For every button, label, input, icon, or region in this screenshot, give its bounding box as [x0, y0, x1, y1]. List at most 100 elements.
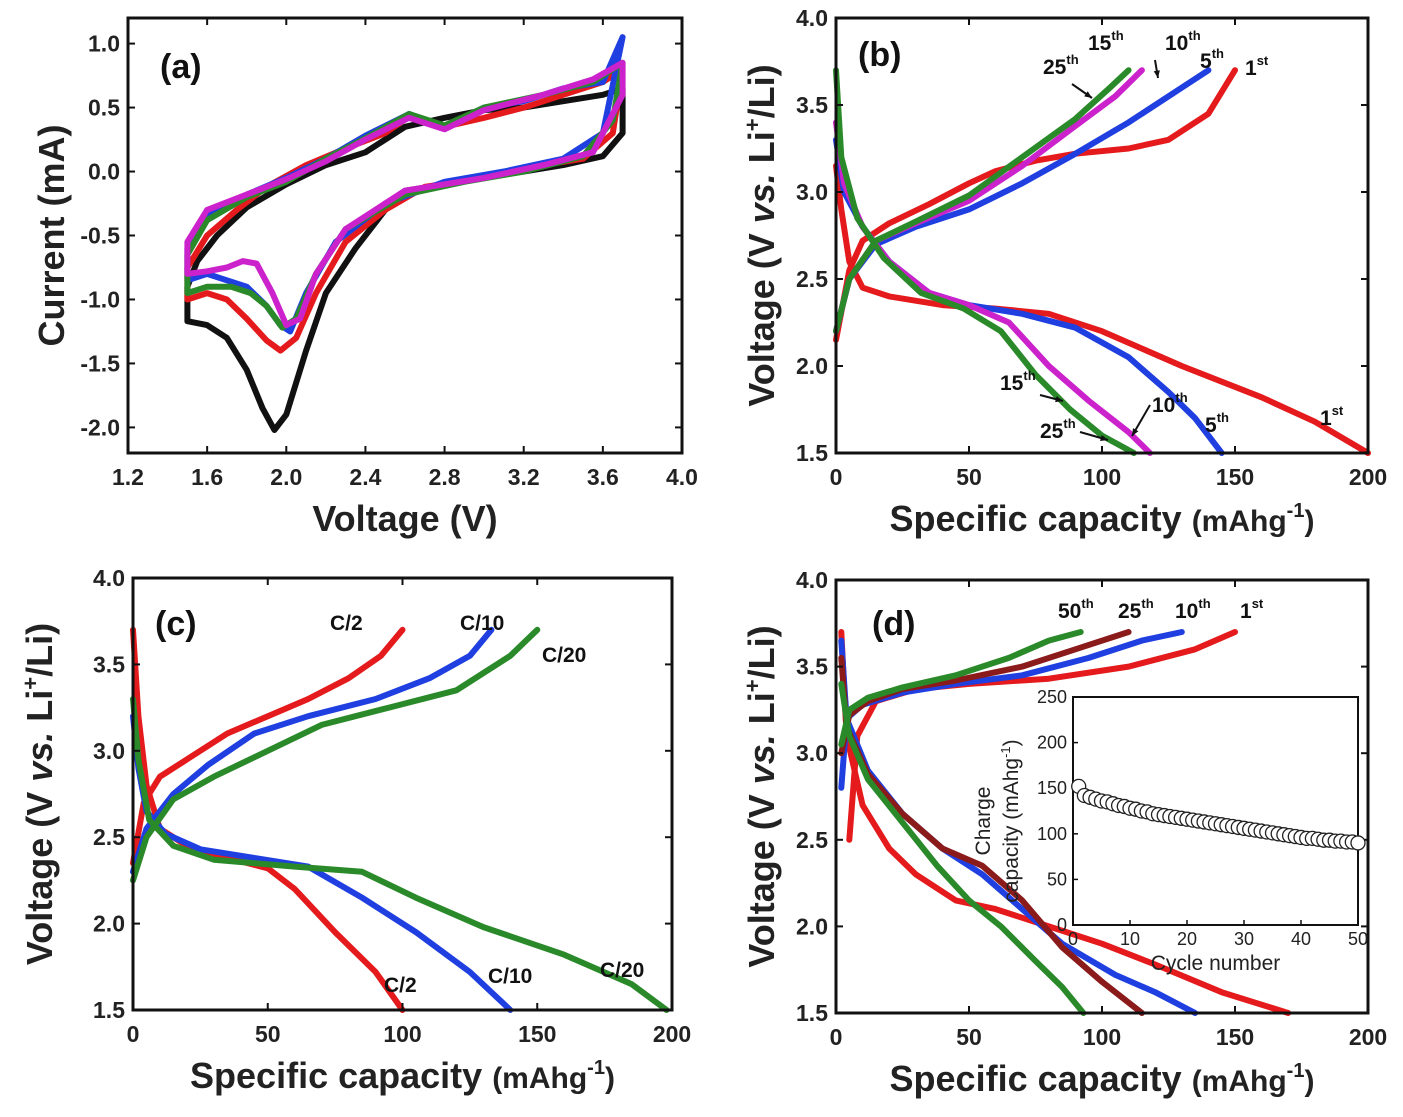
inset-chart: 0 10 20 30 40 50 0 50 100 150 200 250 Cycle number Ch…: [972, 687, 1368, 975]
x-tick-label: 1.2: [112, 464, 144, 490]
y-tick-label: -1.0: [80, 286, 120, 312]
x-tick-label: 150: [1216, 464, 1254, 490]
inset-data-point: [1350, 835, 1366, 851]
inset-y-tick-label: 0: [1057, 915, 1067, 935]
inset-y-tick-label: 150: [1037, 778, 1067, 798]
x-tick-label: 150: [518, 1021, 556, 1047]
x-tick-label: 50: [255, 1021, 281, 1047]
inset-x-tick-label: 10: [1120, 929, 1140, 949]
y-tick-label: 4.0: [796, 5, 828, 31]
annotation-label: 15th: [1088, 28, 1124, 55]
y-tick-label: 2.0: [93, 911, 125, 937]
inset-y-tick-label: 100: [1037, 824, 1067, 844]
inset-y-tick-label: 200: [1037, 733, 1067, 753]
arrow-head: [1084, 91, 1092, 98]
x-tick-label: 150: [1216, 1024, 1254, 1050]
y-tick-label: 4.0: [93, 565, 125, 591]
x-tick-label: 0: [127, 1021, 140, 1047]
inset-x-tick-label: 0: [1068, 929, 1078, 949]
annotation-label: 15th: [1000, 368, 1036, 395]
charge-curve: [184, 59, 626, 329]
x-axis-label: Voltage (V): [312, 498, 497, 539]
panel-label: (a): [160, 48, 202, 86]
x-tick-label: 100: [383, 1021, 421, 1047]
x-tick-label: 50: [956, 464, 982, 490]
annotation-label: C/10: [460, 612, 504, 635]
y-axis-label: Voltage (V vs. Li+/Li): [18, 623, 60, 965]
y-tick-label: 1.5: [93, 997, 125, 1023]
charge-curve: [184, 34, 626, 335]
y-tick-label: 1.5: [796, 440, 828, 466]
plot-frame: [131, 576, 674, 1012]
y-tick-label: 3.0: [796, 740, 828, 766]
arrow-head: [1132, 428, 1139, 436]
annotation-label: 5th: [1205, 410, 1229, 437]
x-tick-label: 50: [956, 1024, 982, 1050]
inset-x-label: Cycle number: [1151, 952, 1281, 975]
discharge-curve: [130, 626, 406, 1013]
x-tick-label: 2.8: [429, 464, 461, 490]
inset-x-tick-label: 50: [1348, 929, 1368, 949]
annotation-label: C/20: [542, 644, 586, 667]
annotation-label: 25th: [1118, 596, 1154, 623]
charge-curve: [833, 67, 1238, 343]
annotation-label: 10th: [1165, 28, 1201, 55]
x-tick-label: 0: [830, 1024, 843, 1050]
charge-curve: [130, 626, 495, 875]
y-tick-label: 4.0: [796, 567, 828, 593]
panel-label: (b): [858, 36, 901, 74]
panel-a: 1.2 1.6 2.0 2.4 2.8 3.2 3.6 4.0 -2.0 -1.5 -1.0 -0.5…: [31, 16, 698, 539]
y-tick-label: -1.5: [80, 350, 120, 376]
inset-y-label: Charge: [972, 787, 995, 856]
annotation-label: C/2: [330, 612, 363, 635]
series-2: [184, 34, 626, 335]
annotation-label: 10th: [1175, 596, 1211, 623]
annotation-label: C/10: [488, 965, 532, 988]
annotation-label: C/2: [384, 974, 417, 997]
annotation-label: C/20: [600, 959, 644, 982]
series-25th: [833, 67, 1137, 456]
x-axis-label: Specific capacity (mAhg-1): [190, 1055, 615, 1096]
series-C10: [130, 626, 514, 1013]
inset-frame: [1072, 696, 1359, 926]
annotation-label: 1st: [1245, 53, 1269, 80]
inset-y-tick-label: 250: [1037, 687, 1067, 707]
annotation-label: 1st: [1240, 596, 1264, 623]
charge-curve: [838, 629, 1084, 748]
x-tick-label: 200: [653, 1021, 691, 1047]
y-tick-label: 3.5: [796, 92, 828, 118]
y-tick-label: 2.5: [796, 266, 828, 292]
panel-label: (c): [155, 605, 197, 643]
y-axis-label: Voltage (V vs. Li+/Li): [740, 64, 782, 406]
x-tick-label: 200: [1349, 1024, 1387, 1050]
y-axis-label: Voltage (V vs. Li+/Li): [740, 625, 782, 967]
y-tick-label: 3.0: [93, 738, 125, 764]
x-axis-label: Specific capacity (mAhg-1): [890, 498, 1315, 539]
series-0: [184, 85, 626, 433]
arrow-head: [1055, 396, 1063, 403]
inset-x-tick-label: 30: [1234, 929, 1254, 949]
series-50th: [838, 629, 1087, 1016]
charge-curve: [130, 626, 406, 867]
annotation-label: 25th: [1040, 416, 1076, 443]
x-tick-label: 100: [1083, 1024, 1121, 1050]
y-tick-label: 1.5: [796, 1000, 828, 1026]
y-tick-label: 2.5: [796, 827, 828, 853]
charge-curve: [838, 629, 1132, 757]
annotation-label: 10th: [1152, 390, 1188, 417]
inset-y-label-line2: capacity (mAhg-1): [998, 739, 1023, 902]
y-axis-label: Current (mA): [31, 125, 72, 347]
discharge-curve: [833, 67, 1137, 456]
series-C2: [130, 626, 406, 1013]
x-tick-label: 1.6: [191, 464, 223, 490]
annotation-label: 25th: [1043, 52, 1079, 79]
plot-frame: [834, 16, 1370, 455]
inset-x-tick-label: 20: [1177, 929, 1197, 949]
inset-x-tick-label: 40: [1291, 929, 1311, 949]
charge-curve: [833, 67, 1132, 335]
y-tick-label: 0.0: [88, 159, 120, 185]
y-tick-label: 3.5: [796, 654, 828, 680]
series-1st: [833, 67, 1371, 456]
